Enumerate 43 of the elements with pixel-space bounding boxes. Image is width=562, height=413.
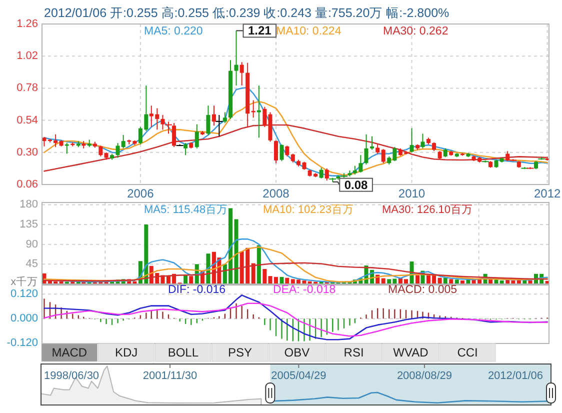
annotation: 1.21: [248, 24, 272, 38]
x-tick-label: 2012/01/06: [488, 370, 543, 382]
y-tick-label: 135: [20, 218, 38, 231]
y-tick-label: -0.120: [6, 337, 38, 350]
y-tick-label: 180: [20, 198, 38, 211]
y-tick-label: 90: [26, 238, 38, 250]
annotation: 0.08: [344, 178, 368, 192]
x-tick-label: 2008: [262, 186, 290, 200]
text: MA5: 115.48百万: [144, 204, 228, 216]
y-tick-label: 45: [26, 258, 38, 270]
y-axis-title: x千万: [10, 275, 38, 288]
y-tick-label: 0.78: [16, 82, 38, 94]
text: MA5: 0.220: [144, 26, 203, 38]
series-label: DIF: -0.016: [168, 284, 226, 296]
chart-title: 2012/01/06 开:0.255 高:0.255 低:0.239 收:0.243 量:755.20万 幅:-2.800%: [44, 5, 450, 20]
text: MA30: 0.262: [383, 26, 448, 38]
y-tick-label: 1.02: [16, 50, 38, 62]
category-label: PSY: [228, 346, 252, 360]
text: MA30: 126.10百万: [382, 204, 472, 216]
y-tick-label: 0.54: [16, 114, 38, 126]
y-tick-label: 0.120: [10, 288, 38, 300]
text: MA10: 0.224: [276, 26, 342, 38]
y-tick-label: 0.30: [16, 146, 38, 158]
y-tick-label: 1.26: [16, 18, 38, 30]
x-tick-label: 2001/11/30: [142, 370, 198, 382]
x-tick-label: 2008/08/29: [396, 370, 452, 382]
category-label: CCI: [457, 346, 478, 360]
category-label: BOLL: [168, 346, 199, 360]
series-label: DEA: -0.018: [273, 284, 336, 296]
x-tick-label: 2006: [127, 186, 154, 200]
x-tick-label: 2012: [534, 186, 561, 200]
category-label: OBV: [284, 346, 310, 360]
x-tick-label: 2005/04/29: [271, 370, 326, 382]
category-label: KDJ: [114, 346, 138, 360]
x-tick-label: 1998/06/30: [44, 370, 100, 382]
y-tick-label: 0.06: [16, 178, 38, 190]
text: MA10: 102.23百万: [263, 204, 354, 216]
y-tick-label: 0.000: [10, 312, 38, 325]
series-label: MACD: 0.005: [388, 284, 458, 296]
category-label: MACD: [52, 346, 88, 360]
category-label: WVAD: [393, 346, 429, 360]
x-tick-label: 2010: [398, 186, 426, 200]
category-label: RSI: [344, 346, 364, 360]
